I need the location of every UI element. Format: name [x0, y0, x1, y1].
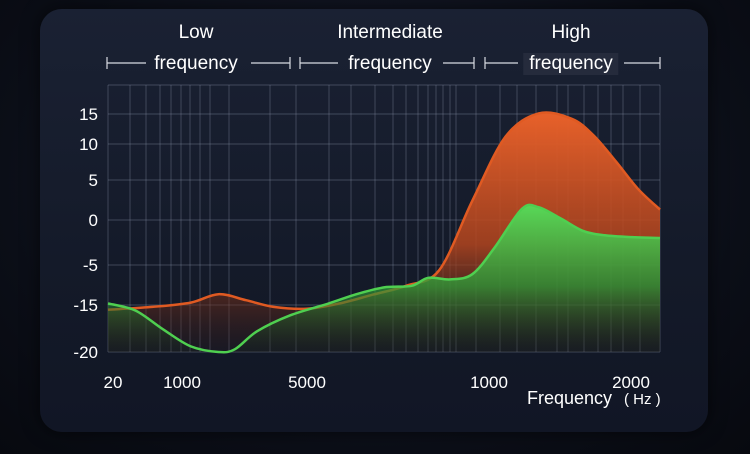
x-axis-unit: ( Hz ) [624, 391, 661, 408]
y-axis-ticks: 15 10 5 0 -5 -15 -20 [73, 105, 98, 362]
y-tick-label: 0 [89, 211, 98, 230]
band-intermediate-title: Intermediate [337, 22, 443, 43]
x-tick-label: 5000 [288, 373, 326, 392]
x-axis-title: Frequency ( Hz ) [527, 388, 661, 408]
y-tick-label: -20 [73, 343, 98, 362]
x-axis-label: Frequency [527, 388, 612, 408]
y-tick-label: -15 [73, 296, 98, 315]
x-tick-label: 2000 [612, 373, 650, 392]
y-tick-label: 5 [89, 171, 98, 190]
band-low-title: Low [178, 22, 214, 43]
band-high-subtitle: frequency [523, 53, 619, 75]
band-low-subtitle: frequency [154, 53, 238, 74]
series-green-area [108, 204, 660, 353]
y-tick-label: 10 [79, 135, 98, 154]
series-green-line [107, 203, 661, 354]
x-axis-ticks: 20 1000 5000 1000 2000 [104, 373, 650, 392]
y-tick-label: -5 [83, 256, 98, 275]
x-tick-label: 1000 [163, 373, 201, 392]
chart-areas [107, 111, 661, 354]
band-intermediate-subtitle: frequency [348, 53, 432, 74]
band-high-title: High [551, 22, 591, 43]
x-tick-label: 20 [104, 373, 123, 392]
y-tick-label: 15 [79, 105, 98, 124]
x-tick-label: 1000 [470, 373, 508, 392]
